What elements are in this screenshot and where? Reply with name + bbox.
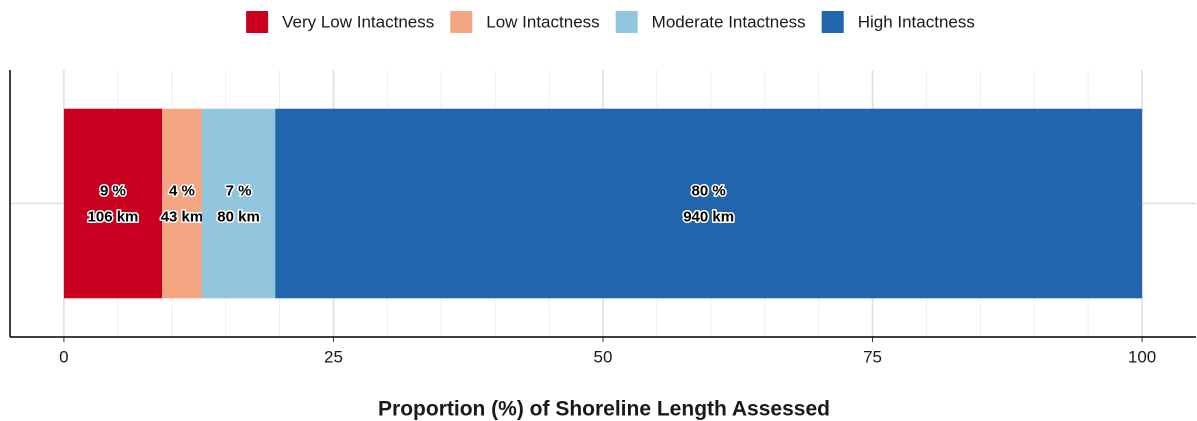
bar-segment [201,108,276,299]
legend-swatch [450,11,473,33]
legend-label: Moderate Intactness [652,12,806,31]
bar-segment [275,108,1143,299]
x-tick-label: 25 [324,347,343,366]
x-tick-label: 50 [594,347,613,366]
length-label: 940 km [683,208,734,225]
length-label: 80 km [217,208,260,225]
value-label: 9 % [100,182,126,199]
legend-label: Very Low Intactness [282,12,434,31]
value-label: 80 % [692,182,726,199]
legend-label: Low Intactness [486,12,599,31]
value-label: 4 % [169,182,195,199]
x-axis-title: Proportion (%) of Shoreline Length Asses… [378,398,830,421]
legend-swatch [821,11,844,33]
bar-segment [162,108,202,299]
x-tick-label: 0 [59,347,68,366]
x-tick-label: 100 [1128,347,1156,366]
value-label: 7 % [226,182,252,199]
length-label: 106 km [88,208,139,225]
legend-swatch [615,11,638,33]
legend-swatch [246,11,269,33]
legend-label: High Intactness [858,12,975,31]
x-tick-label: 75 [863,347,882,366]
bar-segment [63,108,163,299]
length-label: 43 km [161,208,204,225]
